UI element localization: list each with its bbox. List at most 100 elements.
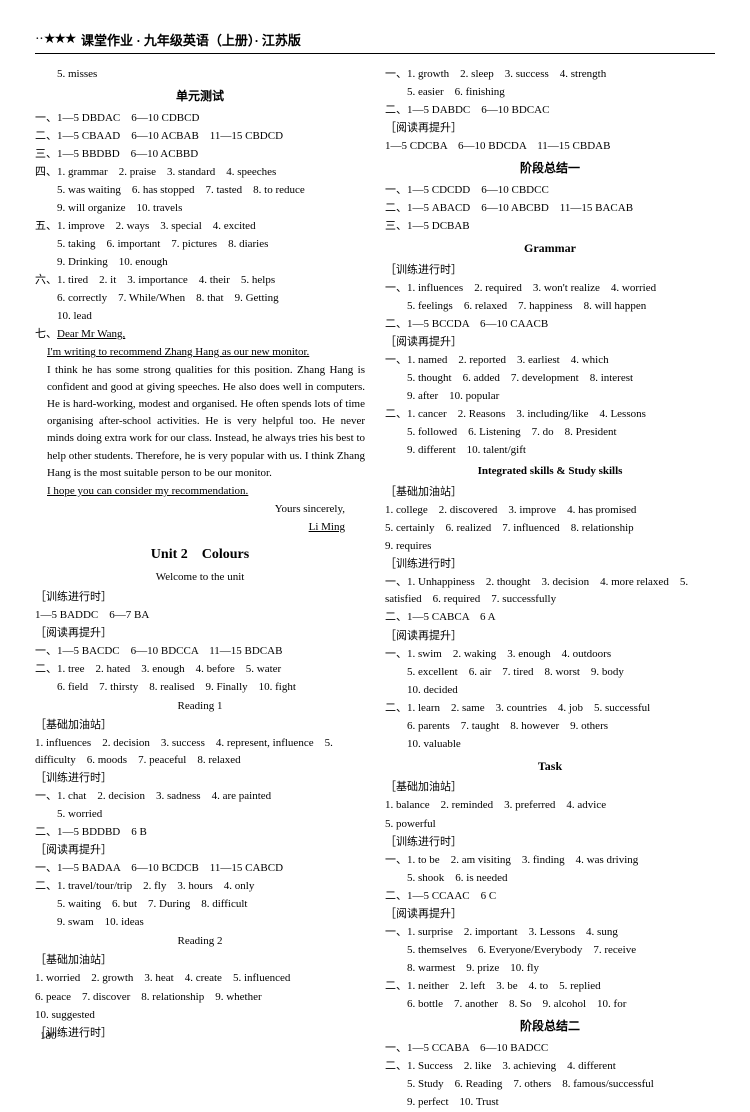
letter-end: I hope you can consider my recommendatio…: [35, 483, 365, 500]
right-column: 一、1. growth 2. sleep 3. success 4. stren…: [385, 66, 715, 1112]
answer-line: 三、1—5 BBDBD 6—10 ACBBD: [35, 146, 365, 163]
section-label: ［训练进行时］: [35, 589, 365, 606]
answer-line: 10. valuable: [385, 736, 715, 753]
answer-line: 5. followed 6. Listening 7. do 8. Presid…: [385, 424, 715, 441]
answer-line: 9. requires: [385, 538, 715, 555]
answer-line: 6. parents 7. taught 8. however 9. other…: [385, 718, 715, 735]
answer-line: 10. suggested: [35, 1007, 365, 1024]
answer-line: 1. balance 2. reminded 3. preferred 4. a…: [385, 797, 715, 814]
section-label: ［基础加油站］: [385, 484, 715, 501]
answer-line: 二、1—5 CBAAD 6—10 ACBAB 11—15 CBDCD: [35, 128, 365, 145]
answer-line: 9. swam 10. ideas: [35, 914, 365, 931]
answer-line: 5. taking 6. important 7. pictures 8. di…: [35, 236, 365, 253]
answer-line: 9. will organize 10. travels: [35, 200, 365, 217]
answer-line: 一、1—5 CCABA 6—10 BADCC: [385, 1040, 715, 1057]
header-title: 课堂作业 · 九年级英语（上册）· 江苏版: [81, 30, 301, 49]
section-label: ［阅读再提升］: [35, 842, 365, 859]
answer-line: 9. perfect 10. Trust: [385, 1094, 715, 1111]
answer-line: 二、1. cancer 2. Reasons 3. including/like…: [385, 406, 715, 423]
answer-line: 5. themselves 6. Everyone/Everybody 7. r…: [385, 942, 715, 959]
answer-line: 8. warmest 9. prize 10. fly: [385, 960, 715, 977]
answer-line: 9. different 10. talent/gift: [385, 442, 715, 459]
answer-line: 6. field 7. thirsty 8. realised 9. Final…: [35, 679, 365, 696]
answer-line: 六、1. tired 2. it 3. importance 4. their …: [35, 272, 365, 289]
answer-line: 一、1. growth 2. sleep 3. success 4. stren…: [385, 66, 715, 83]
answer-line: 1. influences 2. decision 3. success 4. …: [35, 735, 365, 769]
answer-line: 10. lead: [35, 308, 365, 325]
answer-line: 二、1—5 BDDBD 6 B: [35, 824, 365, 841]
answer-line: 二、1—5 BCCDA 6—10 CAACB: [385, 316, 715, 333]
answer-line: 9. Drinking 10. enough: [35, 254, 365, 271]
welcome-title: Welcome to the unit: [35, 569, 365, 586]
answer-line: 5. misses: [35, 66, 365, 83]
letter-greeting: Dear Mr Wang,: [57, 328, 125, 340]
answer-line: 一、1. to be 2. am visiting 3. finding 4. …: [385, 852, 715, 869]
section-label: ［基础加油站］: [35, 717, 365, 734]
star-decoration: · · ★★★: [35, 31, 75, 48]
reading1-title: Reading 1: [35, 698, 365, 715]
section-label: ［阅读再提升］: [385, 906, 715, 923]
section-label: ［训练进行时］: [35, 1025, 365, 1042]
answer-line: 二、1. Success 2. like 3. achieving 4. dif…: [385, 1058, 715, 1075]
page-number: 180: [40, 1030, 57, 1042]
answer-line: 5. Study 6. Reading 7. others 8. famous/…: [385, 1076, 715, 1093]
answer-line: 二、1—5 DABDC 6—10 BDCAC: [385, 102, 715, 119]
answer-line: 二、1—5 ABACD 6—10 ABCBD 11—15 BACAB: [385, 200, 715, 217]
task-title: Task: [385, 757, 715, 776]
stage1-title: 阶段总结一: [385, 159, 715, 178]
answer-line: 一、1—5 CDCDD 6—10 CBDCC: [385, 182, 715, 199]
answer-line: 5. worried: [35, 806, 365, 823]
answer-line: 5. feelings 6. relaxed 7. happiness 8. w…: [385, 298, 715, 315]
answer-line: 一、1. named 2. reported 3. earliest 4. wh…: [385, 352, 715, 369]
answer-line: 5. thought 6. added 7. development 8. in…: [385, 370, 715, 387]
answer-line: 二、1—5 CCAAC 6 C: [385, 888, 715, 905]
answer-line: 5. certainly 6. realized 7. influenced 8…: [385, 520, 715, 537]
answer-line: 一、1. influences 2. required 3. won't rea…: [385, 280, 715, 297]
answer-line: 一、1—5 BADAA 6—10 BCDCB 11—15 CABCD: [35, 860, 365, 877]
answer-line: 5. was waiting 6. has stopped 7. tasted …: [35, 182, 365, 199]
page-header: · · ★★★ 课堂作业 · 九年级英语（上册）· 江苏版: [35, 30, 715, 54]
answer-line: 5. shook 6. is needed: [385, 870, 715, 887]
section-label: ［训练进行时］: [385, 556, 715, 573]
answer-line: 5. excellent 6. air 7. tired 8. worst 9.…: [385, 664, 715, 681]
section-label: ［训练进行时］: [385, 262, 715, 279]
answer-line: 一、1. Unhappiness 2. thought 3. decision …: [385, 574, 715, 608]
section-label: ［阅读再提升］: [35, 625, 365, 642]
answer-line: 1—5 CDCBA 6—10 BDCDA 11—15 CBDAB: [385, 138, 715, 155]
stage2-title: 阶段总结二: [385, 1017, 715, 1036]
answer-line: 9. after 10. popular: [385, 388, 715, 405]
section-label: ［阅读再提升］: [385, 120, 715, 137]
answer-line: 二、1—5 CABCA 6 A: [385, 609, 715, 626]
letter-signature: Li Ming: [35, 519, 365, 536]
reading2-title: Reading 2: [35, 933, 365, 950]
answer-line: 二、1. neither 2. left 3. be 4. to 5. repl…: [385, 978, 715, 995]
letter-start: 七、Dear Mr Wang,: [35, 326, 365, 343]
answer-line: 5. easier 6. finishing: [385, 84, 715, 101]
answer-line: 二、1. tree 2. hated 3. enough 4. before 5…: [35, 661, 365, 678]
answer-line: 二、1. travel/tour/trip 2. fly 3. hours 4.…: [35, 878, 365, 895]
unit2-title: Unit 2 Colours: [35, 544, 365, 566]
letter-closing: Yours sincerely,: [35, 501, 365, 518]
integrated-title: Integrated skills & Study skills: [385, 463, 715, 480]
content-columns: 5. misses 单元测试 一、1—5 DBDAC 6—10 CDBCD 二、…: [35, 66, 715, 1112]
answer-line: 二、1. learn 2. same 3. countries 4. job 5…: [385, 700, 715, 717]
answer-line: 1—5 BADDC 6—7 BA: [35, 607, 365, 624]
unit-test-title: 单元测试: [35, 87, 365, 106]
answer-line: 四、1. grammar 2. praise 3. standard 4. sp…: [35, 164, 365, 181]
answer-line: 1. college 2. discovered 3. improve 4. h…: [385, 502, 715, 519]
answer-line: 6. correctly 7. While/When 8. that 9. Ge…: [35, 290, 365, 307]
answer-line: 一、1—5 BACDC 6—10 BDCCA 11—15 BDCAB: [35, 643, 365, 660]
answer-line: 5. waiting 6. but 7. During 8. difficult: [35, 896, 365, 913]
answer-line: 一、1. swim 2. waking 3. enough 4. outdoor…: [385, 646, 715, 663]
section-label: ［阅读再提升］: [385, 334, 715, 351]
answer-line: 一、1. chat 2. decision 3. sadness 4. are …: [35, 788, 365, 805]
letter-intro: I'm writing to recommend Zhang Hang as o…: [35, 344, 365, 361]
answer-line: 6. bottle 7. another 8. So 9. alcohol 10…: [385, 996, 715, 1013]
left-column: 5. misses 单元测试 一、1—5 DBDAC 6—10 CDBCD 二、…: [35, 66, 365, 1112]
section-label: ［训练进行时］: [385, 834, 715, 851]
answer-line: 5. powerful: [385, 816, 715, 833]
answer-line: 三、1—5 DCBAB: [385, 218, 715, 235]
answer-line: 6. peace 7. discover 8. relationship 9. …: [35, 989, 365, 1006]
answer-line: 10. decided: [385, 682, 715, 699]
section-label: ［训练进行时］: [35, 770, 365, 787]
